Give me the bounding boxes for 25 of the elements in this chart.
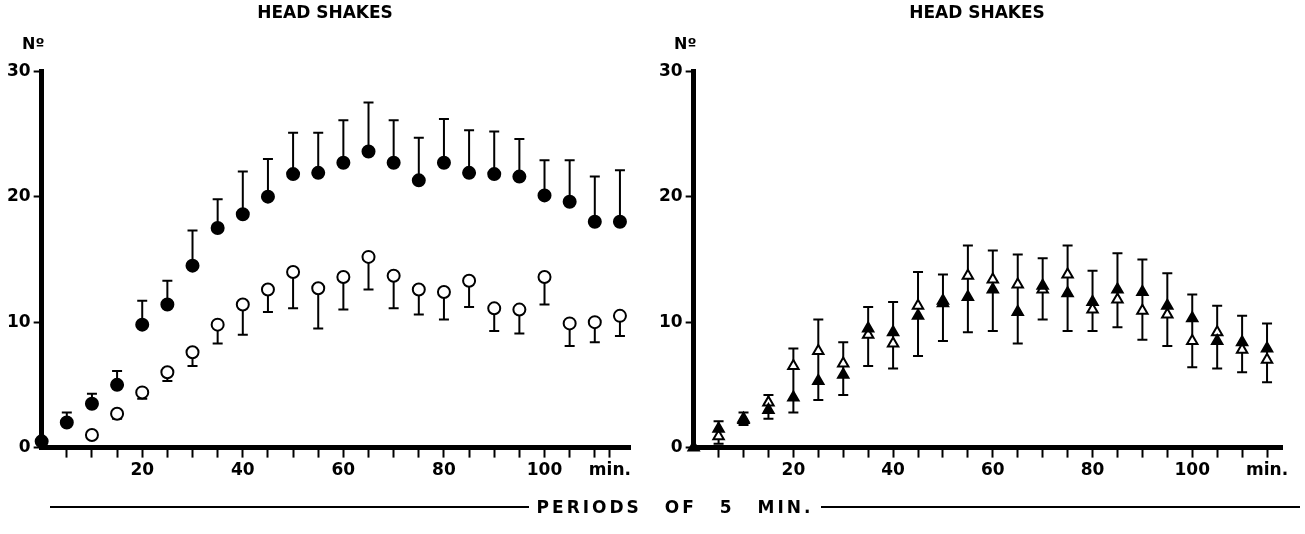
y-tick-label: 20 (658, 185, 683, 206)
x-tick-label: 60 (980, 459, 1005, 480)
y-tick-label: 30 (658, 59, 683, 80)
x-tick-label: 20 (130, 459, 155, 480)
x-tick-label: 20 (781, 459, 806, 480)
chart-title: HEAD SHAKES (256, 2, 394, 22)
x-tick-label: 80 (432, 459, 456, 480)
y-tick-label: 10 (6, 310, 31, 331)
x-tick-label: 100 (526, 459, 563, 480)
x-tick-label: 80 (1080, 459, 1105, 480)
y-axis-title: Nº (674, 34, 697, 53)
y-tick-label: 0 (18, 436, 31, 457)
x-tick-label: min. (588, 459, 631, 480)
y-tick-label: 30 (6, 59, 31, 80)
chart-title: HEAD SHAKES (908, 2, 1046, 22)
x-tick-label: 40 (881, 459, 906, 480)
x-tick-label: 60 (331, 459, 356, 480)
x-axis-title: PERIODS OF 5 MIN. (535, 497, 815, 517)
x-tick-label: 40 (230, 459, 255, 480)
y-tick-label: 0 (670, 436, 683, 457)
y-tick-label: 20 (6, 185, 31, 206)
y-axis-title: Nº (22, 34, 45, 53)
y-tick-label: 10 (658, 310, 683, 331)
x-tick-label: 100 (1174, 459, 1211, 480)
x-tick-label: min. (1245, 459, 1289, 480)
